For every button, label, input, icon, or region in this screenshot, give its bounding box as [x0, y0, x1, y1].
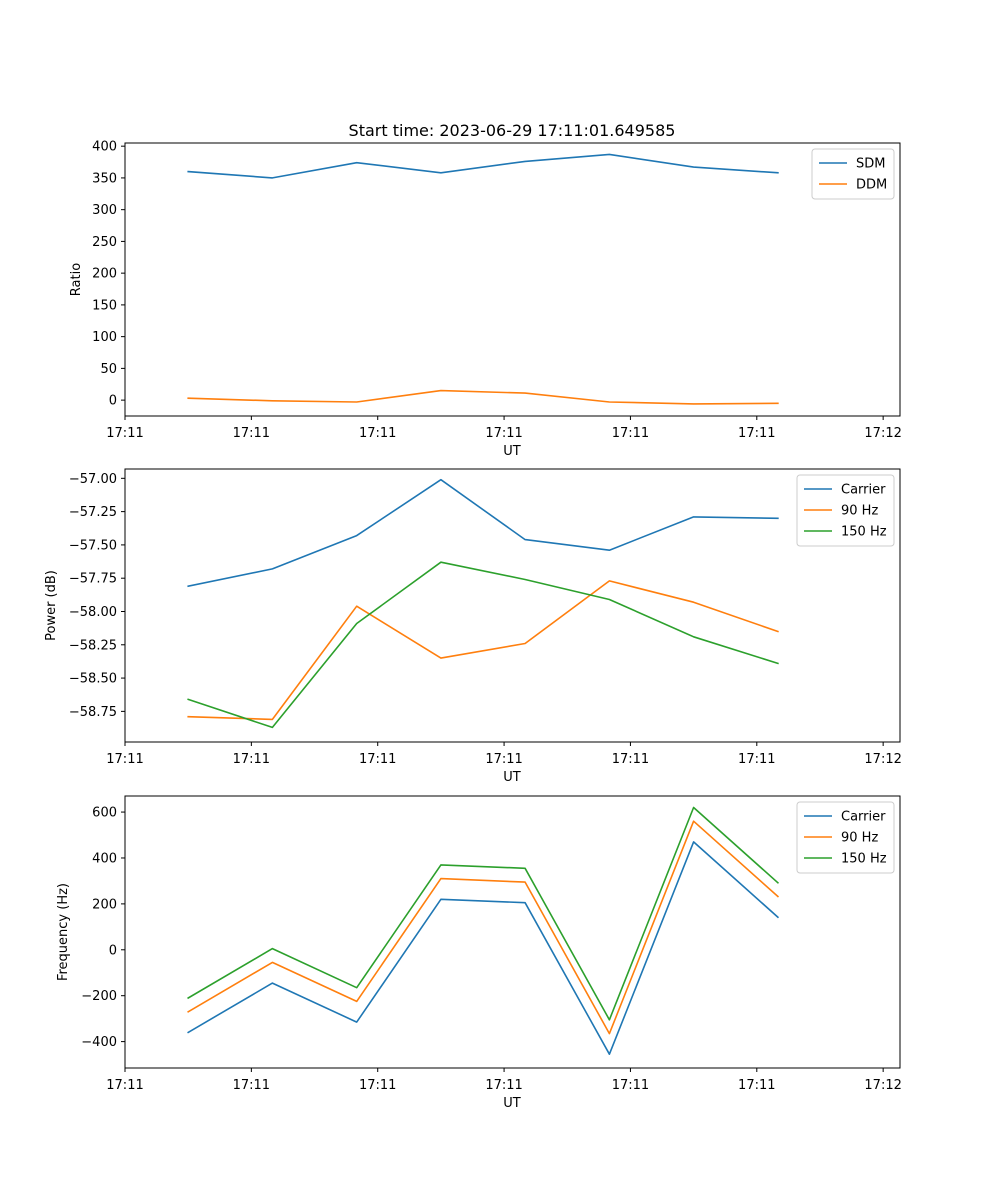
chart-panel-3: 17:11 17:11 17:11 17:11 17:11 17:11 17:12 −400 −…: [56, 795, 902, 1111]
y-tick-label: −57.25: [69, 505, 117, 520]
x-tick-label: 17:11: [612, 1078, 649, 1093]
legend-box: [796, 474, 895, 547]
series-line-ddm: [187, 389, 779, 405]
y-tick-label: 200: [92, 267, 117, 282]
y-tick-label: −400: [81, 1035, 117, 1050]
x-tick-label: 17:11: [359, 752, 396, 767]
x-tick-label: 17:11: [106, 752, 143, 767]
legend-entry: Carrier: [841, 810, 886, 825]
legend-entry: DDM: [856, 178, 887, 193]
legend-box: [796, 801, 895, 874]
legend-box: [811, 148, 895, 200]
y-tick-label: −57.50: [69, 538, 117, 553]
figure-title: Start time: 2023-06-29 17:11:01.649585: [349, 121, 676, 140]
legend-entry: Carrier: [841, 483, 886, 498]
y-tick-label: 400: [92, 851, 117, 866]
x-tick-label: 17:11: [738, 1078, 775, 1093]
y-tick-label: 100: [92, 330, 117, 345]
y-tick-label: 600: [92, 806, 117, 821]
x-tick-label: 17:11: [233, 1078, 270, 1093]
x-tick-label: 17:11: [485, 426, 522, 441]
y-axis-label: Ratio: [69, 263, 84, 296]
series-line-150-hz: [187, 806, 780, 1021]
x-axis-label: UT: [503, 770, 521, 785]
chart-panel-1: 17:11 17:11 17:11 17:11 17:11 17:11 17:12 0 50 10…: [69, 140, 902, 459]
legend-entry: 90 Hz: [841, 504, 878, 519]
x-tick-label: 17:12: [864, 426, 901, 441]
y-tick-label: 400: [92, 140, 117, 155]
x-tick-label: 17:12: [864, 752, 901, 767]
series-line-150-hz: [187, 561, 779, 729]
x-axis-label: UT: [503, 444, 521, 459]
y-tick-label: −58.50: [69, 672, 117, 687]
x-axis-label: UT: [503, 1096, 521, 1111]
x-tick-label: 17:11: [485, 1078, 522, 1093]
y-tick-label: −57.75: [69, 572, 117, 587]
x-tick-label: 17:11: [485, 752, 522, 767]
x-tick-label: 17:11: [612, 426, 649, 441]
x-tick-label: 17:12: [864, 1078, 901, 1093]
y-tick-label: −58.00: [69, 605, 117, 620]
x-tick-label: 17:11: [738, 752, 775, 767]
series-line-sdm: [187, 153, 779, 179]
y-axis-label: Power (dB): [44, 570, 59, 641]
x-tick-label: 17:11: [359, 426, 396, 441]
series-line-carrier: [187, 841, 780, 1055]
legend-entry: SDM: [856, 157, 885, 172]
y-tick-label: −58.25: [69, 638, 117, 653]
plot-frame: [124, 795, 901, 1069]
y-tick-label: −58.75: [69, 705, 117, 720]
x-tick-label: 17:11: [738, 426, 775, 441]
legend-entry: 90 Hz: [841, 831, 878, 846]
y-tick-label: 200: [92, 897, 117, 912]
x-tick-label: 17:11: [233, 426, 270, 441]
legend: SDM DDM: [811, 148, 895, 200]
plot-frame: [124, 468, 901, 743]
legend: Carrier 90 Hz 150 Hz: [796, 474, 895, 547]
y-tick-label: 150: [92, 298, 117, 313]
series-line-carrier: [187, 478, 779, 588]
y-tick-label: 350: [92, 171, 117, 186]
series-line-90-hz: [187, 820, 780, 1035]
legend-entry: 150 Hz: [841, 525, 887, 540]
x-tick-label: 17:11: [359, 1078, 396, 1093]
chart-panel-2: 17:11 17:11 17:11 17:11 17:11 17:11 17:12 −58.7…: [44, 468, 902, 785]
x-tick-label: 17:11: [106, 426, 143, 441]
y-tick-label: 250: [92, 235, 117, 250]
x-tick-label: 17:11: [612, 752, 649, 767]
plot-frame: [124, 142, 901, 417]
legend: Carrier 90 Hz 150 Hz: [796, 801, 895, 874]
y-tick-label: 0: [109, 394, 117, 409]
x-tick-label: 17:11: [233, 752, 270, 767]
y-tick-label: −200: [81, 989, 117, 1004]
y-axis-label: Frequency (Hz): [56, 883, 71, 981]
y-tick-label: 0: [109, 943, 117, 958]
x-tick-label: 17:11: [106, 1078, 143, 1093]
y-tick-label: −57.00: [69, 472, 117, 487]
y-tick-label: 300: [92, 203, 117, 218]
y-tick-label: 50: [100, 362, 117, 377]
legend-entry: 150 Hz: [841, 852, 887, 867]
series-line-90-hz: [187, 580, 779, 721]
